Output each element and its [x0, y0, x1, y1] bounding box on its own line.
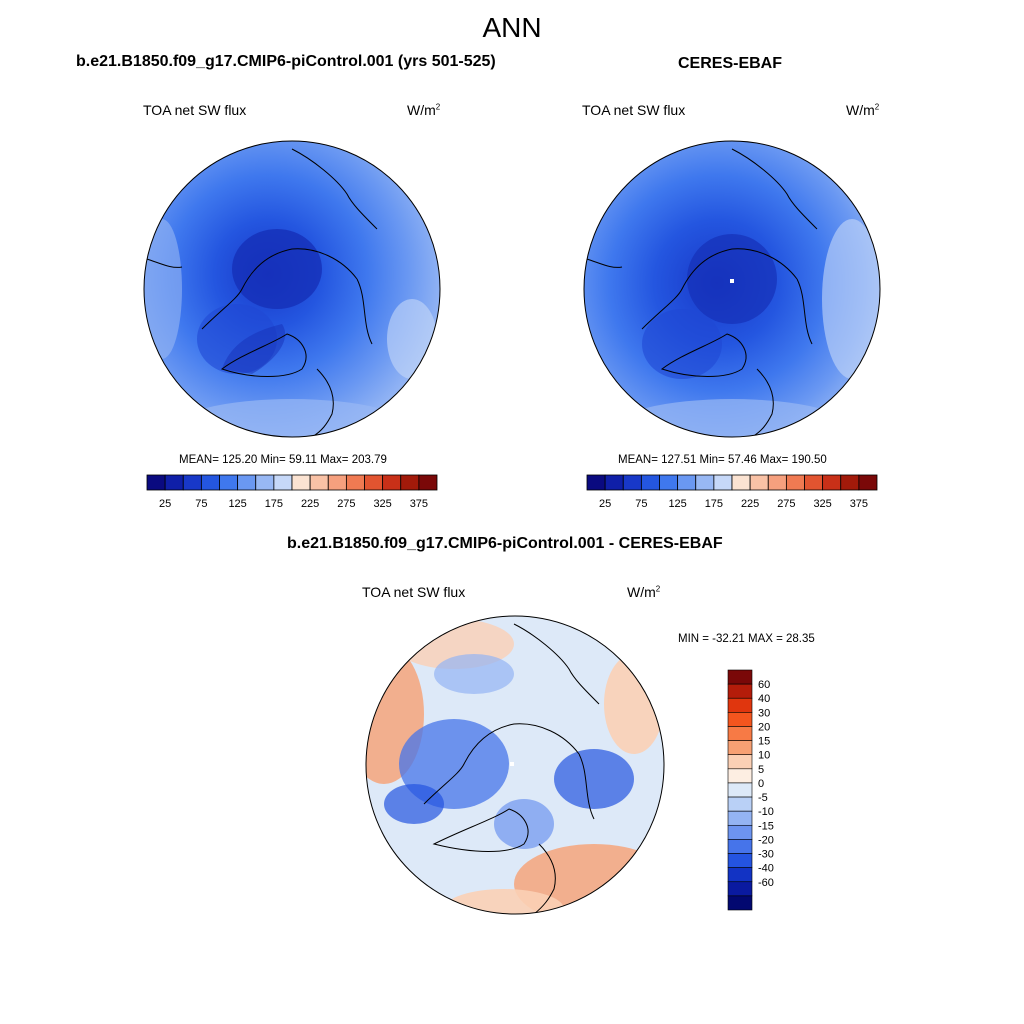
colorbar-swatch — [586, 474, 606, 491]
colorbar-swatch — [727, 683, 753, 699]
colorbar-swatch — [727, 853, 753, 868]
colorbar-tick-label: 20 — [758, 721, 770, 733]
colorbar-tick-label: 25 — [159, 498, 171, 510]
colorbar-swatch — [659, 474, 679, 491]
stats-obs: MEAN= 127.51 Min= 57.46 Max= 190.50 — [618, 454, 827, 466]
stats-diff: MIN = -32.21 MAX = 28.35 — [678, 633, 815, 645]
colorbar-tick-label: 40 — [758, 693, 770, 705]
colorbar-model: 25 75 125 175 225 275 325 375 — [146, 474, 438, 519]
colorbar-tick-label: 60 — [758, 679, 770, 691]
colorbar-swatch — [727, 726, 753, 741]
colorbar-swatch — [749, 474, 769, 491]
colorbar-tick-label: -20 — [758, 834, 774, 846]
colorbar-swatch — [200, 474, 220, 491]
colorbar-tick-label: 75 — [635, 498, 647, 510]
colorbar-swatch — [785, 474, 805, 491]
colorbar-swatch — [713, 474, 733, 491]
colorbar-swatch — [727, 754, 753, 770]
colorbar-swatch — [219, 474, 239, 491]
colorbar-tick-label: 15 — [758, 736, 770, 748]
colorbar-tick-label: -40 — [758, 863, 774, 875]
stats-model: MEAN= 125.20 Min= 59.11 Max= 203.79 — [179, 454, 387, 466]
colorbar-swatch — [804, 474, 824, 491]
polar-map-obs — [582, 139, 882, 444]
colorbar-swatch — [727, 768, 753, 784]
polar-map-model — [142, 139, 442, 444]
panel-title-obs: CERES-EBAF — [678, 55, 783, 72]
colorbar-swatch — [840, 474, 860, 491]
colorbar-tick-label: 325 — [813, 498, 831, 510]
colorbar-tick-label: -30 — [758, 849, 774, 861]
colorbar-tick-label: 275 — [337, 498, 355, 510]
colorbar-tick-label: 125 — [228, 498, 246, 510]
figure-title: ANN — [482, 12, 542, 43]
colorbar-swatch — [727, 697, 753, 713]
panel-title-diff: b.e21.B1850.f09_g17.CMIP6-piControl.001 … — [287, 535, 723, 552]
colorbar-swatch — [727, 796, 753, 812]
colorbar-swatch — [727, 895, 753, 911]
colorbar-tick-label: 175 — [265, 498, 283, 510]
polar-map-diff — [364, 614, 666, 921]
colorbar-tick-label: 225 — [741, 498, 759, 510]
colorbar-swatch — [727, 867, 753, 883]
colorbar-swatch — [727, 881, 753, 897]
colorbar-tick-label: 10 — [758, 750, 770, 762]
colorbar-swatch — [382, 474, 402, 491]
colorbar-swatch — [640, 474, 660, 491]
colorbar-diff: 60 40 30 20 15 10 5 0 -5 -10 -15 -20 -30 -40 -60 — [727, 669, 787, 919]
colorbar-swatch — [727, 740, 753, 756]
colorbar-tick-label: 0 — [758, 778, 764, 790]
colorbar-swatch — [604, 474, 624, 491]
colorbar-tick-label: 175 — [705, 498, 723, 510]
colorbar-tick-label: 125 — [668, 498, 686, 510]
colorbar-tick-label: 375 — [410, 498, 428, 510]
colorbar-swatch — [822, 474, 842, 491]
colorbar-swatch — [364, 474, 384, 491]
colorbar-swatch — [255, 474, 275, 491]
colorbar-swatch — [727, 839, 753, 854]
colorbar-tick-label: -15 — [758, 820, 774, 832]
variable-label-diff: TOA net SW flux — [362, 584, 466, 600]
colorbar-tick-label: 275 — [777, 498, 795, 510]
colorbar-tick-label: 75 — [195, 498, 207, 510]
colorbar-swatch — [858, 474, 878, 491]
colorbar-tick-label: 30 — [758, 707, 770, 719]
colorbar-tick-label: 25 — [599, 498, 611, 510]
units-label-obs: W/m2 — [846, 102, 880, 118]
colorbar-swatch — [767, 474, 787, 491]
colorbar-swatch — [727, 669, 753, 685]
panel-title-model: b.e21.B1850.f09_g17.CMIP6-piControl.001 … — [76, 53, 496, 70]
colorbar-swatch — [695, 474, 715, 491]
colorbar-swatch — [727, 712, 753, 727]
colorbar-tick-label: 325 — [373, 498, 391, 510]
colorbar-tick-label: -5 — [758, 792, 768, 804]
colorbar-swatch — [164, 474, 184, 491]
colorbar-swatch — [182, 474, 202, 491]
colorbar-tick-label: 5 — [758, 764, 764, 776]
colorbar-swatch — [727, 810, 753, 826]
colorbar-swatch — [731, 474, 751, 491]
colorbar-swatch — [418, 474, 438, 491]
colorbar-tick-label: -10 — [758, 806, 774, 818]
colorbar-tick-label: 375 — [850, 498, 868, 510]
colorbar-swatch — [291, 474, 311, 491]
colorbar-swatch — [345, 474, 365, 491]
colorbar-swatch — [237, 474, 257, 491]
colorbar-swatch — [727, 824, 753, 840]
units-label-diff: W/m2 — [627, 584, 661, 600]
variable-label-model: TOA net SW flux — [143, 102, 247, 118]
colorbar-tick-label: 225 — [301, 498, 319, 510]
colorbar-swatch — [309, 474, 329, 491]
colorbar-swatch — [677, 474, 697, 491]
colorbar-obs: 25 75 125 175 225 275 325 375 — [586, 474, 878, 519]
colorbar-swatch — [146, 474, 166, 491]
colorbar-tick-label: -60 — [758, 877, 774, 889]
units-label-model: W/m2 — [407, 102, 441, 118]
colorbar-swatch — [727, 782, 753, 798]
colorbar-swatch — [327, 474, 347, 491]
variable-label-obs: TOA net SW flux — [582, 102, 686, 118]
colorbar-swatch — [622, 474, 642, 491]
colorbar-swatch — [400, 474, 420, 491]
colorbar-swatch — [273, 474, 293, 491]
